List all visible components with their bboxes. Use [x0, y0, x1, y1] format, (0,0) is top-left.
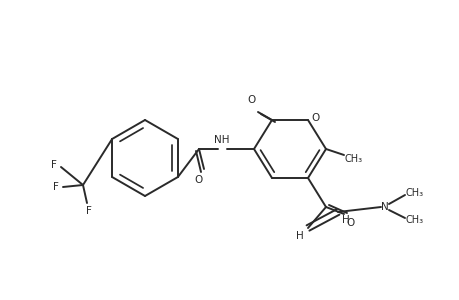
Text: O: O [195, 175, 203, 185]
Text: O: O [311, 113, 319, 123]
Text: CH₃: CH₃ [405, 215, 423, 225]
Text: H: H [296, 231, 303, 241]
Text: F: F [86, 206, 92, 216]
Text: N: N [381, 202, 388, 212]
Text: F: F [51, 160, 57, 170]
Text: CH₃: CH₃ [405, 188, 423, 198]
Text: O: O [247, 95, 256, 105]
Text: NH: NH [214, 135, 229, 145]
Text: O: O [346, 218, 354, 228]
Text: H: H [341, 215, 349, 225]
Text: F: F [53, 182, 59, 192]
Text: CH₃: CH₃ [344, 154, 362, 164]
